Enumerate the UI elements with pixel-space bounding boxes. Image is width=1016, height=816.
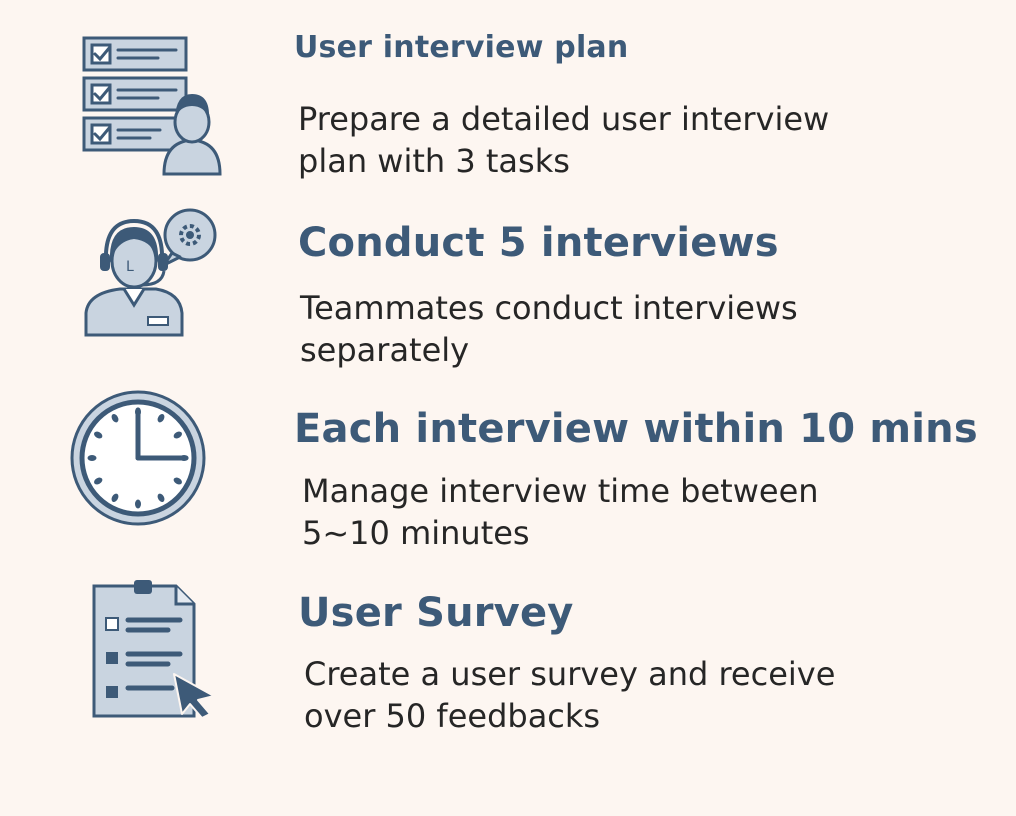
item-title-user-survey: User Survey (298, 590, 574, 636)
desc-line: Manage interview time between (302, 472, 819, 510)
desc-line: over 50 feedbacks (304, 697, 601, 735)
clock-tick-mark (87, 455, 97, 461)
desc-line: Prepare a detailed user interview (298, 100, 830, 138)
item-desc-interview-plan: Prepare a detailed user interview plan w… (298, 98, 829, 182)
item-desc-user-survey: Create a user survey and receive over 50… (304, 653, 835, 737)
survey-form-icon (90, 578, 220, 720)
clock-icon (68, 388, 212, 532)
clock-tick-mark (135, 499, 141, 509)
clock-tick-mark (173, 431, 182, 439)
clock-tick-mark (111, 493, 119, 502)
desc-line: separately (300, 331, 470, 369)
item-desc-interview-duration: Manage interview time between 5~10 minut… (302, 470, 819, 554)
clock-tick-mark (157, 493, 165, 502)
item-title-interview-plan: User interview plan (294, 30, 629, 65)
item-title-interview-duration: Each interview within 10 mins (294, 406, 978, 452)
desc-line: Create a user survey and receive (304, 655, 836, 693)
clock-tick-mark (157, 414, 165, 423)
item-desc-conduct-interviews: Teammates conduct interviews separately (300, 287, 798, 371)
headset-agent-icon: L (80, 205, 220, 340)
clock-tick-mark (173, 477, 182, 485)
desc-line: Teammates conduct interviews (300, 289, 798, 327)
desc-line: 5~10 minutes (302, 514, 530, 552)
svg-text:L: L (126, 259, 134, 275)
desc-line: plan with 3 tasks (298, 142, 570, 180)
checklist-person-icon (80, 30, 228, 178)
clock-tick-mark (94, 431, 103, 439)
item-title-conduct-interviews: Conduct 5 interviews (298, 220, 779, 266)
clock-tick-mark (94, 477, 103, 485)
clock-tick-mark (111, 414, 119, 423)
